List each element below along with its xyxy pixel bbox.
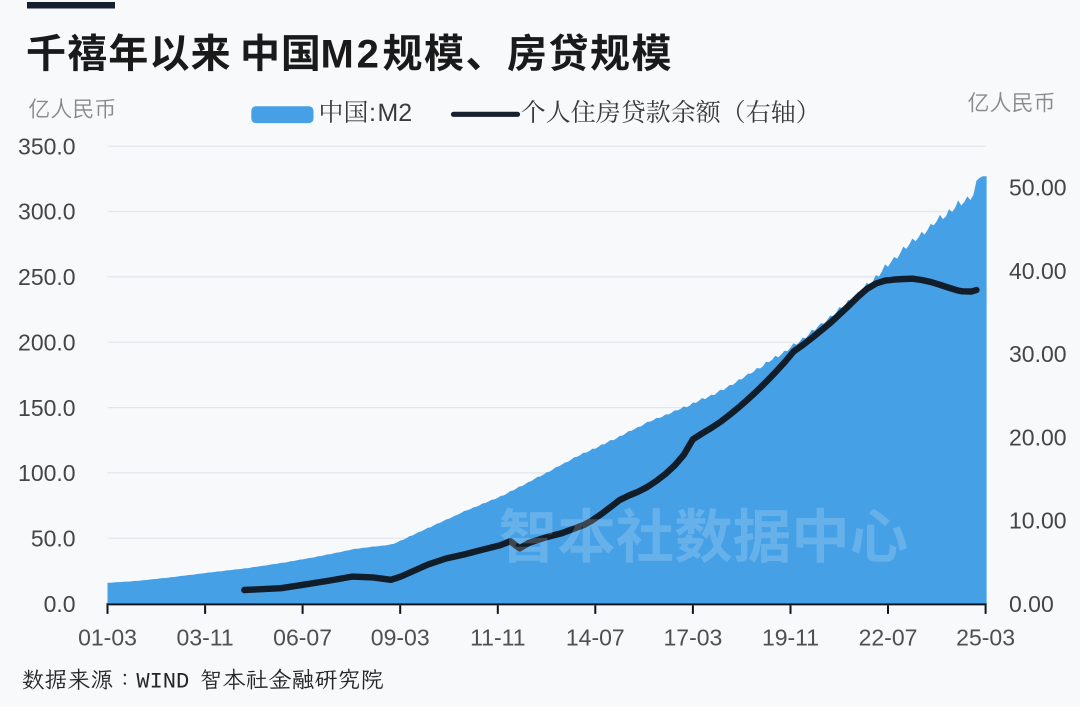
svg-text:350.0: 350.0 [18,133,76,159]
svg-text:10.00: 10.00 [1009,508,1067,534]
svg-text:100.0: 100.0 [18,460,76,486]
svg-text:30.00: 30.00 [1009,341,1067,367]
svg-text:19-11: 19-11 [762,625,819,651]
svg-text:25-03: 25-03 [956,625,1015,651]
svg-text:20.00: 20.00 [1009,424,1067,450]
svg-text:22-07: 22-07 [859,625,918,651]
svg-text:300.0: 300.0 [18,199,76,225]
svg-text:0.00: 0.00 [1009,591,1054,617]
svg-text:250.0: 250.0 [18,264,76,290]
svg-text:40.00: 40.00 [1009,258,1067,284]
svg-text:50.00: 50.00 [1009,175,1067,201]
svg-text:06-07: 06-07 [273,625,332,651]
svg-text:14-07: 14-07 [566,625,625,651]
svg-text:0.0: 0.0 [44,591,76,617]
svg-text:150.0: 150.0 [18,395,76,421]
svg-text:11-11: 11-11 [470,625,525,651]
svg-text:17-03: 17-03 [663,625,722,651]
svg-text:01-03: 01-03 [78,625,137,651]
svg-text:09-03: 09-03 [371,625,430,651]
svg-text:03-11: 03-11 [177,625,234,651]
svg-text:200.0: 200.0 [18,329,76,355]
svg-text:50.0: 50.0 [31,526,76,552]
